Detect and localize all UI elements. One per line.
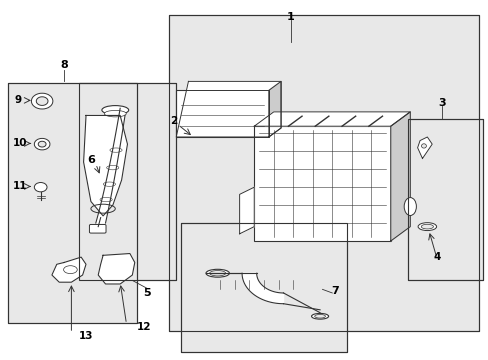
Polygon shape bbox=[390, 112, 409, 241]
Text: 13: 13 bbox=[79, 331, 93, 341]
Text: 11: 11 bbox=[13, 181, 27, 192]
Polygon shape bbox=[83, 116, 127, 216]
Bar bbox=[168, 15, 478, 330]
Polygon shape bbox=[417, 137, 431, 158]
Bar bbox=[181, 223, 346, 352]
Ellipse shape bbox=[311, 314, 328, 319]
Polygon shape bbox=[268, 81, 281, 137]
Text: 1: 1 bbox=[286, 12, 294, 22]
Ellipse shape bbox=[421, 144, 426, 148]
Bar bbox=[407, 119, 483, 280]
Bar bbox=[79, 83, 176, 280]
Bar bbox=[8, 83, 137, 323]
Bar bbox=[8, 83, 137, 323]
Polygon shape bbox=[176, 81, 281, 137]
FancyBboxPatch shape bbox=[89, 225, 106, 233]
Circle shape bbox=[34, 183, 47, 192]
Text: 7: 7 bbox=[330, 286, 338, 296]
Bar bbox=[407, 119, 483, 280]
Text: 10: 10 bbox=[13, 139, 27, 148]
Polygon shape bbox=[242, 273, 283, 304]
Text: 3: 3 bbox=[437, 98, 445, 108]
Bar bbox=[176, 90, 268, 137]
Text: 8: 8 bbox=[60, 60, 68, 70]
Text: 2: 2 bbox=[170, 116, 177, 126]
Ellipse shape bbox=[404, 198, 415, 216]
Polygon shape bbox=[52, 257, 86, 282]
Ellipse shape bbox=[104, 111, 126, 117]
Polygon shape bbox=[239, 187, 254, 234]
Bar bbox=[254, 126, 390, 241]
Text: 6: 6 bbox=[87, 155, 95, 165]
Ellipse shape bbox=[205, 269, 229, 277]
Bar bbox=[79, 83, 176, 280]
Text: 9: 9 bbox=[14, 95, 21, 105]
Ellipse shape bbox=[417, 223, 436, 230]
Text: 12: 12 bbox=[137, 322, 151, 332]
Polygon shape bbox=[96, 108, 125, 223]
Polygon shape bbox=[254, 112, 409, 126]
Bar bbox=[181, 223, 346, 352]
Text: 5: 5 bbox=[143, 288, 150, 298]
Ellipse shape bbox=[420, 224, 432, 229]
Ellipse shape bbox=[102, 105, 128, 114]
Polygon shape bbox=[98, 253, 135, 284]
Text: 4: 4 bbox=[432, 252, 440, 262]
Bar bbox=[176, 90, 268, 137]
Ellipse shape bbox=[314, 315, 325, 318]
Ellipse shape bbox=[209, 271, 225, 276]
Bar bbox=[168, 15, 478, 330]
